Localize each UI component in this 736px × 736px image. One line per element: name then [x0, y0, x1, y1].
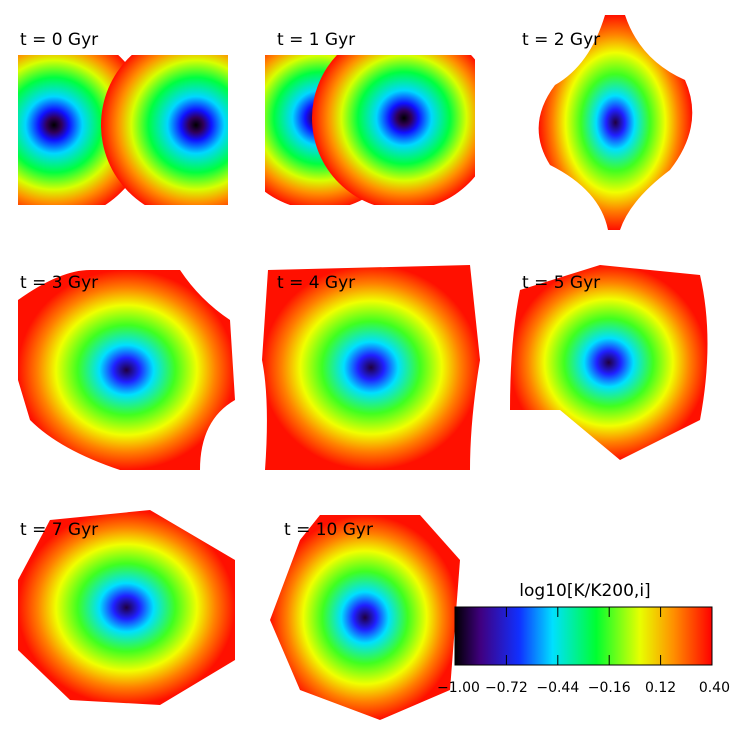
colorbar-title: log10[K/K200,i] [519, 581, 650, 601]
tick-label: −0.72 [485, 680, 528, 696]
panel-label: t = 5 Gyr [522, 273, 600, 293]
tick-label: 0.40 [699, 680, 730, 696]
tick-label: 0.12 [645, 680, 676, 696]
panel-label: t = 3 Gyr [20, 273, 98, 293]
panel-images [18, 15, 708, 720]
panel-label: t = 2 Gyr [522, 30, 600, 50]
tick-label: −1.00 [437, 680, 480, 696]
tick-label: −0.16 [588, 680, 631, 696]
colorbar: log10[K/K200,i] −1.00 −0.72 −0.44 −0.16 0.12… [437, 581, 730, 696]
panel-label: t = 1 Gyr [277, 30, 355, 50]
panel-label: t = 7 Gyr [20, 520, 98, 540]
panel-label: t = 0 Gyr [20, 30, 98, 50]
colorbar-bar [454, 606, 713, 666]
panel-labels: t = 0 Gyr t = 1 Gyr t = 2 Gyr t = 3 Gyr t = … [20, 30, 600, 540]
panel-label: t = 4 Gyr [277, 273, 355, 293]
panel-label: t = 10 Gyr [284, 520, 373, 540]
tick-label: −0.44 [536, 680, 579, 696]
